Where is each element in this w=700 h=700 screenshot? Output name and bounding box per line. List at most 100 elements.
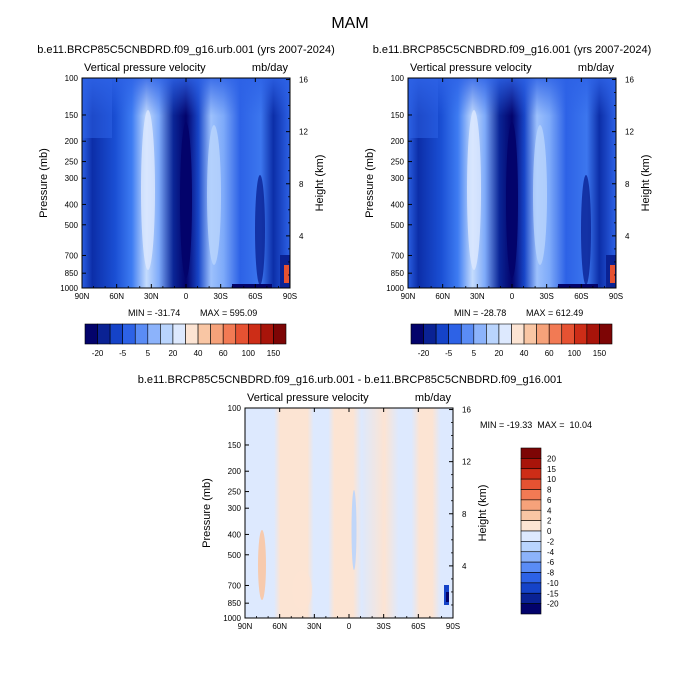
axes-layer: 90N 60N 30N 0 30S 60S 90S100150200250300400500… — [60, 74, 634, 631]
colorbar-label: 20 — [168, 349, 177, 358]
colorbar-box — [435, 323, 449, 345]
colorbar-box — [520, 509, 542, 521]
y-tick-label: 500 — [391, 221, 405, 230]
y-tick-label: 100 — [65, 74, 79, 83]
colorbar-label: -5 — [445, 349, 453, 358]
colorbar-box — [520, 520, 542, 532]
y-tick-label: 700 — [391, 251, 405, 260]
colorbar-label: -6 — [547, 558, 555, 567]
x-tick-label: 60S — [411, 622, 425, 631]
y-tick-label: 300 — [228, 504, 242, 513]
panel-1-ylabel: Pressure (mb) — [38, 148, 50, 218]
x-tick-label: 30N — [307, 622, 322, 631]
colorbar-box — [122, 323, 136, 345]
colorbar-label: 150 — [267, 349, 281, 358]
colorbar-label: 60 — [545, 349, 554, 358]
colorbar-box — [520, 447, 542, 459]
panel-2: b.e11.BRCP85C5CNBDRD.f09_g16.001 (yrs 20… — [364, 44, 652, 318]
y2-tick-label: 8 — [299, 180, 304, 189]
y-tick-label: 200 — [391, 137, 405, 146]
y-tick-label: 250 — [228, 488, 242, 497]
y2-tick-label: 16 — [299, 76, 308, 85]
colorbar-label: 100 — [568, 349, 582, 358]
colorbar-box — [147, 323, 161, 345]
panel-1-title: b.e11.BRCP85C5CNBDRD.f09_g16.urb.001 (yr… — [37, 44, 335, 56]
x-tick-label: 90N — [401, 292, 416, 301]
x-tick-label: 90S — [283, 292, 297, 301]
colorbar-box — [511, 323, 525, 345]
colorbar-box — [520, 468, 542, 480]
colorbar-box — [185, 323, 199, 345]
colorbar-box — [520, 530, 542, 542]
colorbar-1: -20 -5 5 20 40 60 100 150 — [84, 323, 287, 358]
y-tick-label: 100 — [228, 404, 242, 413]
colorbar-box — [460, 323, 475, 345]
y-tick-label: 250 — [65, 158, 79, 167]
panel-3-field — [245, 408, 453, 618]
y-tick-label: 100 — [391, 74, 405, 83]
colorbar-label: 8 — [547, 486, 552, 495]
colorbar-box — [520, 478, 542, 490]
y-tick-label: 500 — [228, 551, 242, 560]
x-tick-label: 0 — [347, 622, 352, 631]
panel-2-ylabel: Pressure (mb) — [364, 148, 376, 218]
colorbar-box — [520, 458, 542, 470]
colorbar-box — [599, 323, 613, 345]
panel-2-min-label: MIN = -28.78 — [454, 308, 506, 318]
y2-tick-label: 4 — [625, 232, 630, 241]
colorbar-label: -20 — [92, 349, 104, 358]
panel-1-left-string: Vertical pressure velocity — [84, 62, 206, 74]
colorbar-box — [248, 323, 262, 345]
x-tick-label: 90S — [446, 622, 460, 631]
y2-tick-label: 4 — [299, 232, 304, 241]
y-tick-label: 700 — [65, 251, 79, 260]
colorbar-box — [520, 499, 542, 511]
x-tick-label: 30S — [377, 622, 391, 631]
x-tick-label: 30N — [144, 292, 159, 301]
colorbar-box — [410, 323, 424, 345]
y2-tick-label: 16 — [625, 76, 634, 85]
colorbar-box — [520, 603, 542, 615]
panel-3-ylabel: Pressure (mb) — [201, 478, 213, 548]
colorbar-box — [109, 323, 123, 345]
colorbar-label: 0 — [547, 527, 552, 536]
panel-3: b.e11.BRCP85C5CNBDRD.f09_g16.urb.001 - b… — [138, 374, 592, 619]
y-tick-label: 850 — [391, 269, 405, 278]
x-tick-label: 60N — [435, 292, 450, 301]
y2-tick-label: 12 — [625, 128, 634, 137]
panel-2-max-label: MAX = 612.49 — [526, 308, 583, 318]
y-tick-label: 850 — [228, 599, 242, 608]
colorbar-label: -20 — [547, 600, 559, 609]
y-tick-label: 1000 — [386, 284, 404, 293]
colorbar-box — [97, 323, 111, 345]
y2-tick-label: 8 — [625, 180, 630, 189]
panel-2-right-string: mb/day — [578, 62, 615, 74]
panel-1-max-label: MAX = 595.09 — [200, 308, 257, 318]
colorbar-box — [586, 323, 600, 345]
colorbar-label: 10 — [547, 475, 556, 484]
colorbar-label: 40 — [194, 349, 203, 358]
y-tick-label: 250 — [391, 158, 405, 167]
y-tick-label: 300 — [65, 174, 79, 183]
colorbar-label: -20 — [418, 349, 430, 358]
colorbar-box — [197, 323, 211, 345]
colorbar-2: -20 -5 5 20 40 60 100 150 — [410, 323, 613, 358]
panel-3-axes: 90N 60N 30N 0 30S 60S 90S 100 150 200 250 300 400 500… — [223, 404, 471, 631]
colorbars-layer: -20 -5 5 20 40 60 100 150 -20 -5 5 20 40 60 100 1502015… — [84, 323, 613, 615]
y-tick-label: 500 — [65, 221, 79, 230]
colorbar-box — [520, 582, 542, 594]
colorbar-label: -4 — [547, 548, 555, 557]
panel-3-minmax-label: MIN = -19.33 MAX = 10.04 — [480, 420, 592, 430]
colorbar-box — [520, 489, 542, 501]
y-tick-label: 1000 — [60, 284, 78, 293]
colorbar-box — [520, 551, 542, 563]
y-tick-label: 850 — [65, 269, 79, 278]
colorbar-label: 40 — [520, 349, 529, 358]
colorbar-label: -2 — [547, 537, 555, 546]
panel-3-y2label: Height (km) — [477, 485, 489, 542]
x-tick-label: 90S — [609, 292, 623, 301]
colorbar-label: -15 — [547, 589, 559, 598]
colorbar-box — [160, 323, 174, 345]
colorbar-label: 6 — [547, 496, 552, 505]
